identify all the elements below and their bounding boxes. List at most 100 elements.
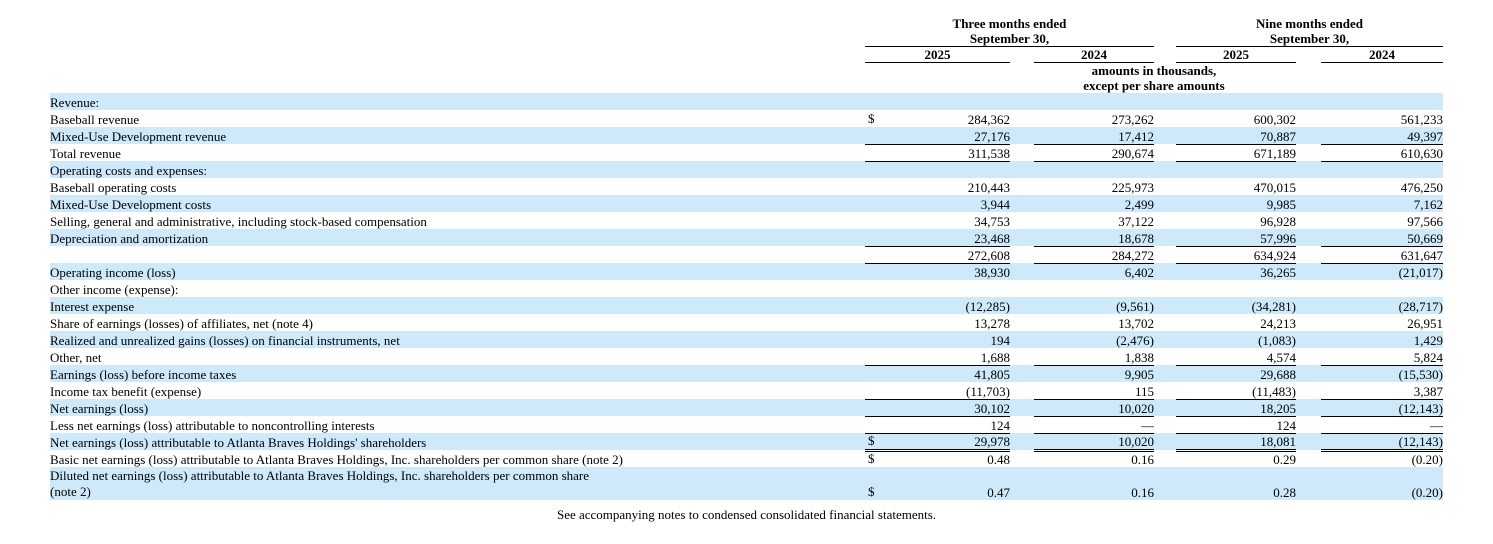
units-note-row: amounts in thousands, except per share a…: [50, 63, 1443, 94]
value-cell: 124: [1176, 416, 1296, 434]
table-row: Depreciation and amortization 23,468 18,67…: [50, 229, 1443, 247]
cell-value: 284,362: [967, 112, 1010, 127]
row-label: Other income (expense):: [50, 282, 179, 297]
year-header: 2024: [1321, 46, 1443, 63]
value-cell: 9,905: [1033, 365, 1154, 382]
cell-value: 3,387: [1413, 383, 1443, 399]
column-gap: [1296, 161, 1321, 178]
year-header: 2025: [864, 46, 1010, 63]
value-cell: 29,688: [1176, 365, 1296, 382]
value-cell: 225,973: [1034, 178, 1154, 195]
cell-value: 18,678: [1118, 230, 1154, 246]
row-label: Baseball revenue: [50, 112, 140, 127]
value-cell: (11,483): [1176, 382, 1296, 400]
table-row: Interest expense (12,285) (9,561) (34,281) (…: [50, 297, 1443, 314]
value-cell: 290,674: [1033, 144, 1154, 162]
column-gap: [1009, 263, 1034, 280]
row-label: Baseball operating costs: [50, 180, 177, 195]
column-gap: [1296, 450, 1321, 467]
column-gap: [1009, 331, 1034, 348]
value-cell: (12,143): [1321, 399, 1443, 417]
cell-value: 13,702: [1118, 316, 1154, 331]
column-gap: [1010, 212, 1034, 229]
table-row: Mixed-Use Development costs 3,944 2,499 9,9…: [50, 195, 1443, 212]
column-gap: [1009, 297, 1034, 314]
value-cell: (2,476): [1033, 331, 1154, 348]
row-label: Share of earnings (losses) of affiliates…: [50, 316, 313, 331]
cell-value: (12,285): [965, 299, 1010, 314]
value-cell: 631,647: [1321, 246, 1443, 264]
cell-value: 17,412: [1118, 128, 1154, 144]
year-header: 2024: [1033, 46, 1154, 63]
value-cell: (12,285): [864, 297, 1010, 314]
value-cell: 273,262: [1034, 110, 1154, 127]
column-gap: [1154, 280, 1176, 297]
value-cell: 0.29: [1176, 450, 1296, 467]
cell-value: 284,272: [1111, 247, 1154, 263]
value-cell: (9,561): [1033, 297, 1154, 314]
cell-value: 18,205: [1260, 400, 1296, 416]
value-cell: [1033, 161, 1154, 178]
column-gap: [1154, 212, 1176, 229]
cell-value: 0.47: [987, 485, 1010, 500]
value-cell: 57,996: [1176, 229, 1296, 247]
value-cell: 30,102: [864, 399, 1010, 417]
value-cell: 17,412: [1033, 127, 1154, 145]
cell-value: 27,176: [974, 128, 1010, 144]
table-row: Income tax benefit (expense) (11,703) 115 (…: [50, 382, 1443, 400]
value-cell: 115: [1033, 382, 1154, 400]
column-gap: [1296, 416, 1321, 433]
units-note: amounts in thousands, except per share a…: [865, 63, 1443, 93]
column-gap: [1010, 382, 1034, 399]
value-cell: 476,250: [1321, 178, 1443, 195]
value-cell: [1033, 93, 1154, 110]
value-cell: 38,930: [864, 263, 1010, 280]
period-title-line1: Three months ended: [952, 16, 1067, 31]
cell-value: 9,905: [1124, 367, 1154, 382]
column-gap: [1154, 433, 1176, 450]
column-gap: [1296, 229, 1321, 246]
value-cell: 13,702: [1034, 314, 1154, 331]
cell-value: 290,674: [1111, 145, 1154, 161]
cell-value: (12,143): [1398, 400, 1443, 416]
value-cell: [864, 93, 1010, 110]
column-gap: [1296, 467, 1321, 500]
row-label: Net earnings (loss): [50, 399, 865, 416]
table-row: Other, net 1,688 1,838 4,574 5,824: [50, 348, 1443, 366]
header-gap: [1010, 47, 1034, 63]
column-gap: [1296, 365, 1321, 382]
column-gap: [1296, 195, 1321, 212]
row-label: Other, net: [50, 350, 102, 365]
cell-value: 194: [990, 333, 1010, 348]
column-gap: [1154, 348, 1176, 365]
value-cell: —: [1321, 416, 1443, 434]
column-gap: [1296, 280, 1321, 297]
value-cell: 10,020: [1033, 433, 1154, 452]
cell-value: 6,402: [1124, 265, 1154, 280]
cell-value: (1,083): [1258, 333, 1296, 348]
cell-value: 9,985: [1266, 197, 1296, 212]
table-row: Diluted net earnings (loss) attributable…: [50, 467, 1443, 500]
header-spacer: [50, 63, 865, 94]
value-cell: (28,717): [1321, 297, 1443, 314]
value-cell: 610,630: [1321, 144, 1443, 162]
cell-value: 0.28: [1273, 485, 1296, 500]
row-label: Selling, general and administrative, inc…: [50, 214, 427, 229]
cell-value: 18,081: [1260, 433, 1296, 449]
cell-value: (15,530): [1398, 367, 1443, 382]
value-cell: 3,387: [1321, 382, 1443, 400]
value-cell: (0.20): [1321, 467, 1443, 500]
value-cell: $29,978: [864, 433, 1010, 452]
column-gap: [1154, 110, 1176, 127]
column-gap: [1154, 416, 1176, 433]
value-cell: 2,499: [1033, 195, 1154, 212]
column-gap: [1296, 314, 1321, 331]
cell-value: 96,928: [1260, 214, 1296, 229]
cell-value: 476,250: [1400, 180, 1443, 195]
value-cell: 7,162: [1321, 195, 1443, 212]
cell-value: 634,924: [1253, 247, 1296, 263]
value-cell: [1176, 161, 1296, 178]
column-gap: [1154, 246, 1176, 263]
cell-value: 1,688: [980, 349, 1010, 365]
column-gap: [1010, 144, 1034, 161]
